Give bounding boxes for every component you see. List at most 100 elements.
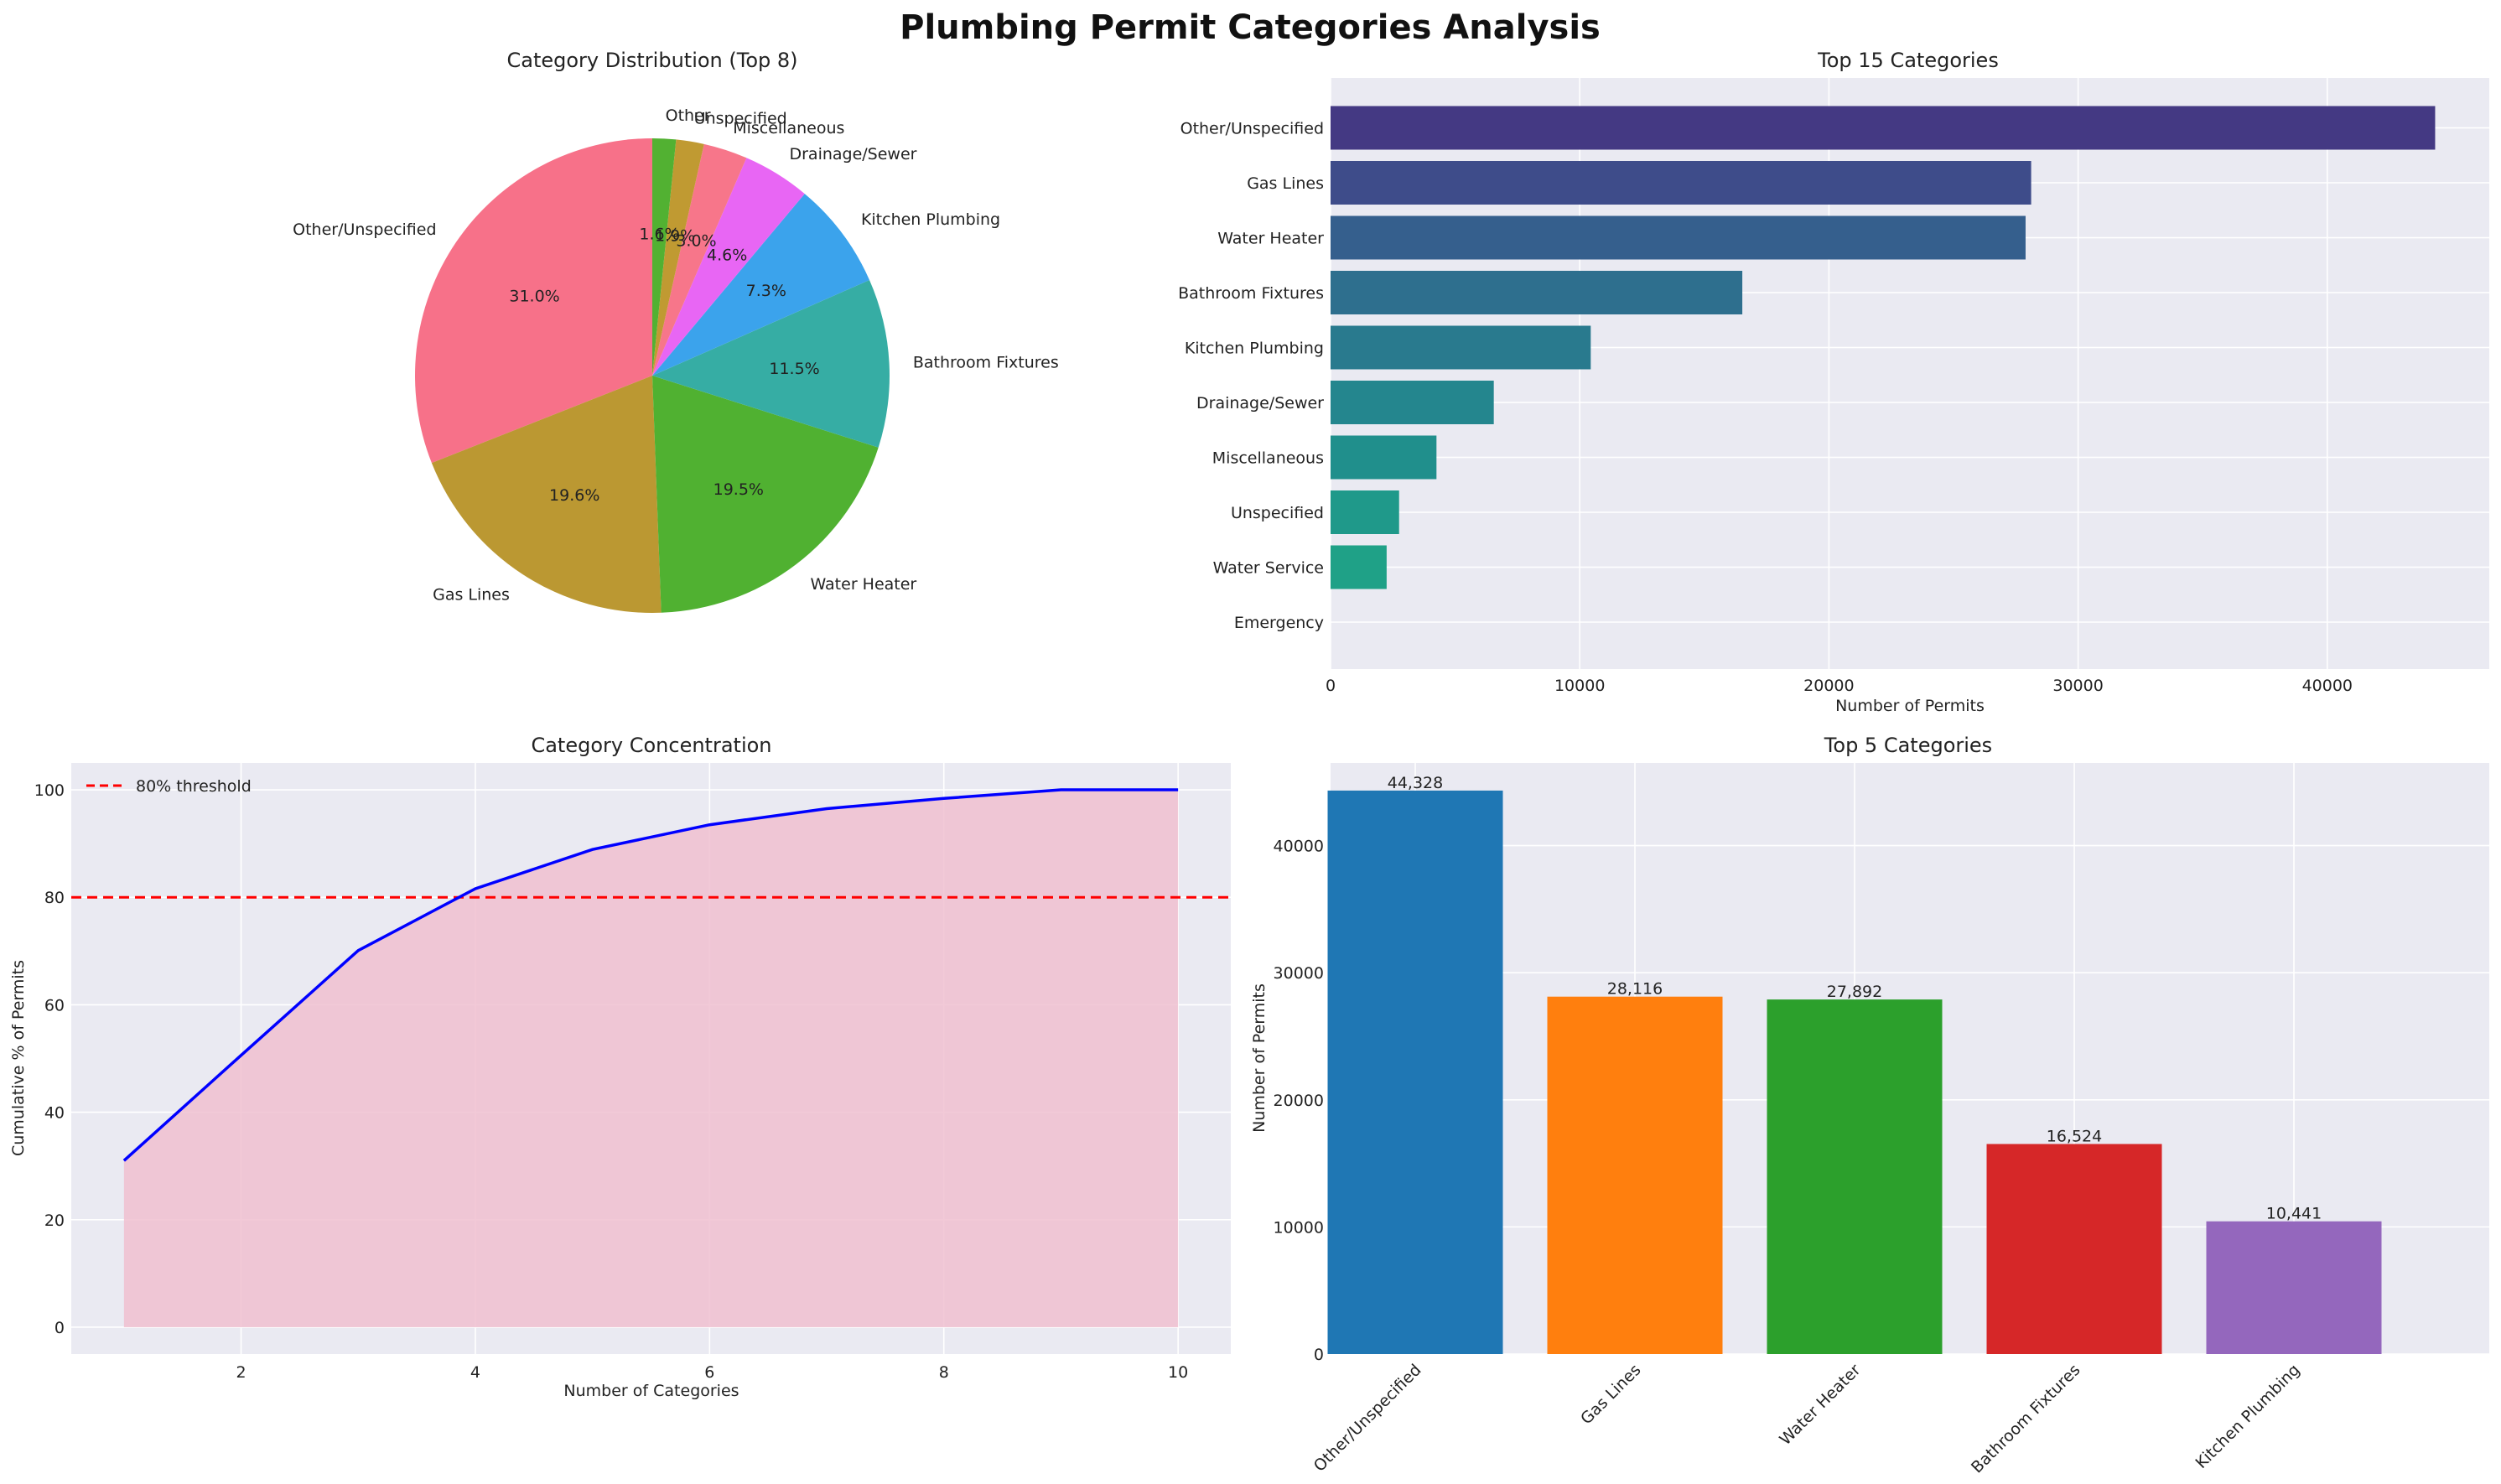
pie-percent-label: 31.0% [509,288,559,306]
area-x-tick: 8 [939,1363,949,1382]
hbar-category-labels: Other/Unspecified Gas Lines Water Heater Ba… [1178,120,1324,633]
pie-slices [414,138,890,614]
area-y-tick: 60 [44,996,65,1014]
hbar-category-label: Other/Unspecified [1180,120,1324,138]
pie-percent-label: 1.9% [655,226,695,245]
pie-slice-label: Other [666,106,711,125]
vbar-y-tick: 30000 [1274,964,1324,983]
area-x-tick: 10 [1168,1363,1188,1382]
horizontal-bar-chart-panel: Top 15 Categories Other/Unspecified Gas L… [1178,49,2489,715]
pie-slice-label: Miscellaneous [733,119,844,138]
hbar-x-axis-label: Number of Permits [1835,697,1985,715]
area-y-tick: 40 [44,1104,65,1123]
area-y-axis-label: Cumulative % of Permits [9,960,28,1156]
pie-percent-label: 4.6% [707,246,747,265]
hbar-category-label: Bathroom Fixtures [1178,284,1324,303]
pie-percent-label: 19.5% [713,480,764,499]
vbar-y-tick: 0 [1314,1346,1324,1364]
hbar-category-label: Emergency [1234,614,1324,632]
pie-slice [414,138,652,464]
vbar-value-label: 28,116 [1607,980,1663,999]
vbar-value-labels: 44,328 28,116 27,892 16,524 10,441 [1388,774,2322,1223]
pie-chart-panel: Category Distribution (Top 8) Other/Unsp… [293,49,1059,614]
pie-slice-label: Other/Unspecified [293,221,436,239]
area-x-tick: 6 [704,1363,714,1382]
vbar-category-labels: Other/Unspecified Gas Lines Water Heater Ba… [1310,1361,2304,1477]
hbar-category-label: Gas Lines [1247,174,1324,193]
vbar-value-label: 10,441 [2266,1205,2322,1223]
area-x-tick: 2 [236,1363,246,1382]
vbar-value-label: 44,328 [1388,774,1443,792]
legend-threshold-label: 80% threshold [136,777,252,796]
hbar-category-label: Miscellaneous [1212,449,1324,468]
pie-slice-label: Water Heater [810,575,916,594]
hbar-bar [1331,215,2026,260]
vbar-category-label: Kitchen Plumbing [2192,1361,2303,1472]
hbar-category-label: Water Heater [1217,230,1324,248]
cumulative-line [122,788,1179,1162]
vertical-bar-chart-panel: Top 5 Categories 44,328 28,116 27,892 16,52… [1250,734,2489,1477]
vbar-value-label: 16,524 [2047,1127,2102,1145]
hbar-bar [1331,435,1437,480]
hbar-x-tick-labels: 0 10000 20000 30000 40000 [1326,677,2353,695]
area-y-tick: 100 [34,781,65,800]
vbar-y-tick: 40000 [1274,838,1324,856]
hbar-x-tick: 40000 [2302,677,2353,695]
pie-slice [652,143,747,376]
area-x-tick-labels: 2 4 6 8 10 [236,1363,1189,1382]
hbar-bar [1331,271,1743,314]
cumulative-area-chart-panel: Category Concentration 2 4 6 8 10 0 20 40 60 80 1… [9,734,1231,1400]
vbar-category-label: Gas Lines [1577,1361,1644,1428]
vbar-category-label: Water Heater [1776,1361,1864,1449]
hbar-bar [1331,161,2031,205]
hbar-bars [1331,106,2436,589]
area-legend: 80% threshold [86,777,252,796]
hbar-x-tick: 20000 [1803,677,1854,695]
pie-chart-title: Category Distribution (Top 8) [506,49,797,72]
vbar-bars [1327,790,2382,1354]
pie-slice [431,376,662,614]
hbar-x-tick: 0 [1326,677,1336,695]
vbar-value-label: 27,892 [1827,983,1882,1001]
pie-slice-label: Drainage/Sewer [789,145,916,163]
pie-slice [652,158,805,376]
hbar-bar [1331,325,1591,370]
vbar-bar [1986,1144,2162,1354]
cumulative-area-fill [123,790,1179,1327]
pie-slice-label: Kitchen Plumbing [861,210,1000,229]
vbar-bar [1547,996,1723,1354]
vbar-bar [1767,999,1943,1354]
pie-slice-label: Gas Lines [433,586,510,604]
vbar-bar [1327,790,1503,1354]
pie-percent-label: 3.0% [676,232,716,251]
pie-percent-label: 1.6% [639,225,679,243]
pie-slice [652,139,704,376]
area-y-tick: 0 [54,1319,65,1337]
vbar-category-label: Bathroom Fixtures [1968,1361,2084,1477]
area-chart-title: Category Concentration [531,734,771,757]
vbar-y-tick: 10000 [1274,1218,1324,1237]
hbar-category-label: Water Service [1213,559,1324,578]
pie-slice-label: Unspecified [694,110,787,128]
hbar-x-tick: 30000 [2052,677,2103,695]
hbar-bar [1331,490,1399,534]
pie-slice-label: Bathroom Fixtures [913,353,1059,371]
area-y-tick: 20 [44,1212,65,1230]
area-x-tick: 4 [470,1363,480,1382]
hbar-chart-title: Top 15 Categories [1817,49,1999,72]
hbar-bar [1331,106,2436,150]
figure-title: Plumbing Permit Categories Analysis [900,8,1601,47]
pie-labels: Other/Unspecified 31.0% Gas Lines 19.6% Wate… [293,106,1059,604]
hbar-category-label: Drainage/Sewer [1196,394,1324,413]
pie-percent-label: 7.3% [746,282,786,300]
vbar-y-tick: 20000 [1274,1092,1324,1110]
pie-slice [652,376,879,613]
pie-percent-label: 11.5% [769,360,819,378]
hbar-bar [1331,381,1494,424]
area-x-axis-label: Number of Categories [563,1382,739,1400]
pie-slice [652,138,677,376]
vbar-y-axis-label: Number of Permits [1250,983,1269,1133]
pie-slice [652,194,870,376]
vbar-bar [2206,1221,2382,1354]
